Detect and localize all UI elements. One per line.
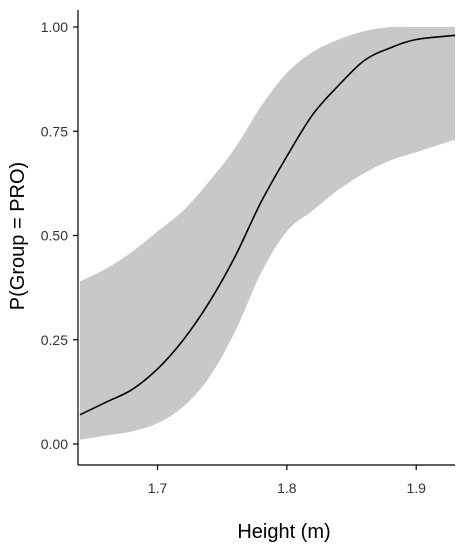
y-tick-label: 1.00 — [41, 19, 68, 35]
x-tick-label: 1.8 — [277, 480, 297, 496]
y-tick-label: 0.50 — [41, 228, 68, 244]
fitted-probability-line — [79, 34, 456, 416]
y-axis-ticks: 0.00 0.25 0.50 0.75 1.00 — [41, 19, 78, 452]
y-tick-label: 0.00 — [41, 436, 68, 452]
y-axis-title: P(Group = PRO) — [7, 162, 29, 310]
x-axis-title: Height (m) — [237, 521, 330, 543]
confidence-band-layer — [79, 26, 455, 440]
y-tick-label: 0.25 — [41, 332, 68, 348]
y-tick-label: 0.75 — [41, 123, 68, 139]
fitted-line-layer — [79, 34, 456, 416]
x-axis-ticks: 1.7 1.8 1.9 — [148, 465, 426, 496]
x-tick-label: 1.7 — [148, 480, 168, 496]
x-tick-label: 1.9 — [406, 480, 426, 496]
confidence-band — [79, 26, 455, 440]
